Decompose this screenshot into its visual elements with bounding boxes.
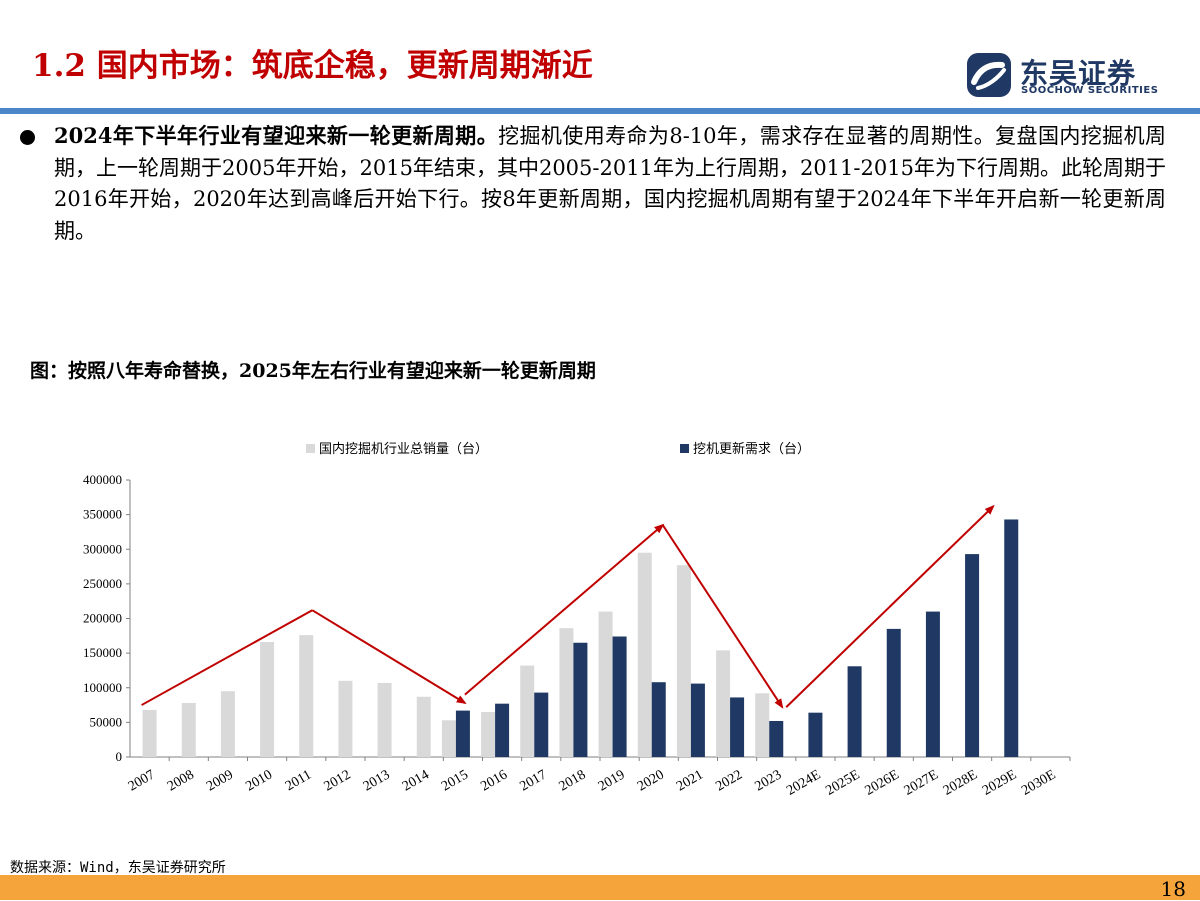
legend-swatch-update-demand <box>680 444 689 453</box>
bar-update-demand <box>690 683 705 757</box>
header-divider <box>0 108 1200 114</box>
y-tick-label: 0 <box>116 749 123 764</box>
x-tick-label: 2019 <box>596 767 628 794</box>
y-tick-label: 100000 <box>83 680 122 695</box>
trend-arrow <box>464 523 665 696</box>
bar-update-demand <box>534 692 549 757</box>
legend-swatch-total-sales <box>306 444 315 453</box>
trend-arrow <box>311 609 467 705</box>
logo-text-cn: 东吴证券 <box>1020 57 1137 90</box>
body-text: 挖掘机使用寿命为8-10年，需求存在显著的周期性。复盘国内挖掘机周期，上一轮周期… <box>54 124 1166 243</box>
bullet-icon <box>20 130 35 145</box>
bar-total-sales <box>338 680 353 757</box>
figure-title: 图：按照八年寿命替换，2025年左右行业有望迎来新一轮更新周期 <box>30 360 596 382</box>
bar-total-sales <box>755 693 770 757</box>
footer-bar <box>0 875 1200 900</box>
x-tick-label: 2020 <box>635 767 667 794</box>
x-tick-label: 2014 <box>400 767 432 794</box>
legend-item-update-demand: 挖机更新需求（台） <box>680 438 810 457</box>
x-tick-label: 2021 <box>674 767 706 794</box>
legend-label-update-demand: 挖机更新需求（台） <box>693 442 811 457</box>
bar-total-sales <box>520 665 535 757</box>
x-tick-label: 2027E <box>902 767 941 798</box>
x-tick-label: 2025E <box>823 767 862 798</box>
x-tick-label: 2024E <box>784 767 823 798</box>
bar-total-sales <box>441 720 456 757</box>
x-tick-label: 2008 <box>165 767 197 794</box>
company-logo: 东吴证券 SOOCHOW SECURITIES <box>966 52 1158 100</box>
bar-update-demand <box>612 636 627 757</box>
bar-update-demand <box>730 697 745 757</box>
bar-total-sales <box>260 642 275 757</box>
trend-arrow <box>661 524 784 709</box>
x-tick-label: 2013 <box>361 767 393 794</box>
bar-total-sales <box>299 635 314 757</box>
body-paragraph: 2024年下半年行业有望迎来新一轮更新周期。挖掘机使用寿命为8-10年，需求存在… <box>54 120 1166 247</box>
x-tick-label: 2010 <box>243 767 275 794</box>
bar-total-sales <box>676 565 691 757</box>
bar-total-sales <box>716 650 731 757</box>
x-tick-label: 2012 <box>322 767 354 794</box>
y-tick-label: 350000 <box>83 507 122 522</box>
page-title: 1.2 国内市场：筑底企稳，更新周期渐近 <box>32 48 593 84</box>
bar-total-sales <box>220 691 235 757</box>
x-tick-label: 2029E <box>980 767 1019 798</box>
x-tick-label: 2023 <box>753 767 785 794</box>
x-tick-label: 2011 <box>283 767 314 794</box>
x-tick-label: 2009 <box>204 767 236 794</box>
bar-update-demand <box>847 666 862 757</box>
x-tick-label: 2026E <box>863 767 902 798</box>
bar-update-demand <box>495 703 510 757</box>
bar-update-demand <box>455 710 470 757</box>
bar-total-sales <box>416 696 431 757</box>
bar-total-sales <box>142 709 157 757</box>
trend-arrow <box>141 609 313 706</box>
bar-update-demand <box>651 682 666 757</box>
legend-item-total-sales: 国内挖掘机行业总销量（台） <box>306 438 488 457</box>
soochow-logo-icon <box>967 53 1011 97</box>
x-tick-label: 2018 <box>557 767 589 794</box>
bar-total-sales <box>637 552 652 757</box>
body-lead: 2024年下半年行业有望迎来新一轮更新周期。 <box>54 123 499 148</box>
bar-update-demand <box>1004 519 1019 757</box>
trend-arrow <box>785 504 995 708</box>
x-tick-label: 2030E <box>1019 767 1058 798</box>
legend-label-total-sales: 国内挖掘机行业总销量（台） <box>319 442 489 457</box>
data-source: 数据来源：Wind，东吴证券研究所 <box>10 860 226 876</box>
bar-update-demand <box>769 720 784 757</box>
x-tick-label: 2016 <box>478 767 510 794</box>
x-tick-label: 2022 <box>713 767 745 794</box>
bar-total-sales <box>377 682 392 757</box>
x-tick-label: 2017 <box>518 767 550 794</box>
y-tick-label: 250000 <box>83 576 122 591</box>
bar-update-demand <box>965 554 980 757</box>
bar-total-sales <box>181 702 196 757</box>
logo-text-en: SOOCHOW SECURITIES <box>1021 85 1159 96</box>
x-tick-label: 2007 <box>126 767 158 794</box>
bar-update-demand <box>886 628 901 757</box>
bar-update-demand <box>808 712 823 757</box>
bar-update-demand <box>925 611 940 757</box>
bar-total-sales <box>559 628 574 757</box>
y-tick-label: 400000 <box>83 472 122 487</box>
bar-total-sales <box>598 611 613 757</box>
x-tick-label: 2015 <box>439 767 471 794</box>
y-tick-label: 300000 <box>83 541 122 556</box>
bar-update-demand <box>573 642 588 757</box>
y-tick-label: 200000 <box>83 611 122 626</box>
bar-total-sales <box>481 711 496 757</box>
page-number: 18 <box>1160 877 1186 901</box>
x-tick-label: 2028E <box>941 767 980 798</box>
y-tick-label: 150000 <box>83 645 122 660</box>
y-tick-label: 50000 <box>90 714 123 729</box>
